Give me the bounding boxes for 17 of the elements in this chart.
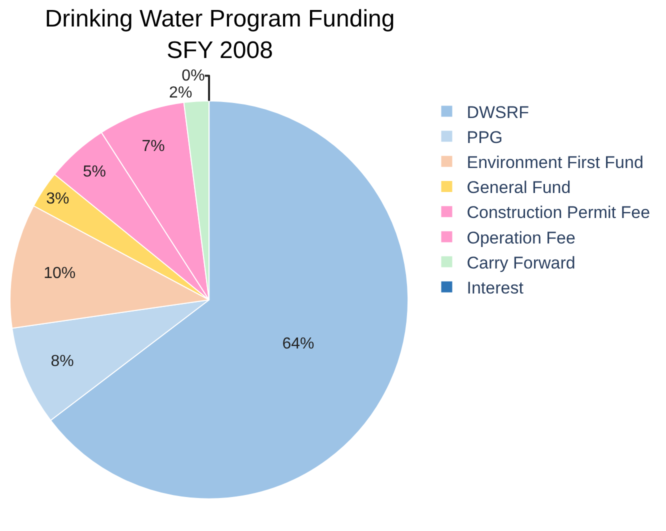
legend-label: DWSRF (466, 102, 530, 122)
legend-label: PPG (466, 128, 503, 147)
legend-label: Construction Permit Fee (466, 203, 650, 222)
data-label: 10% (44, 265, 76, 282)
data-label: 64% (282, 336, 314, 353)
chart-title: Drinking Water Program Funding SFY 2008 (44, 6, 395, 64)
legend-label: Environment First Fund (466, 153, 644, 172)
data-label: 7% (142, 138, 165, 156)
legend-label: Operation Fee (466, 228, 576, 248)
data-label: 8% (50, 352, 74, 370)
data-label: 2% (169, 84, 192, 102)
data-label: 3% (46, 190, 70, 208)
legend-label: Interest (466, 278, 524, 298)
data-label: 5% (82, 163, 106, 180)
legend-label: General Fund (466, 178, 571, 198)
text: 0% (182, 67, 205, 84)
legend-label: Carry Forward (466, 253, 576, 272)
